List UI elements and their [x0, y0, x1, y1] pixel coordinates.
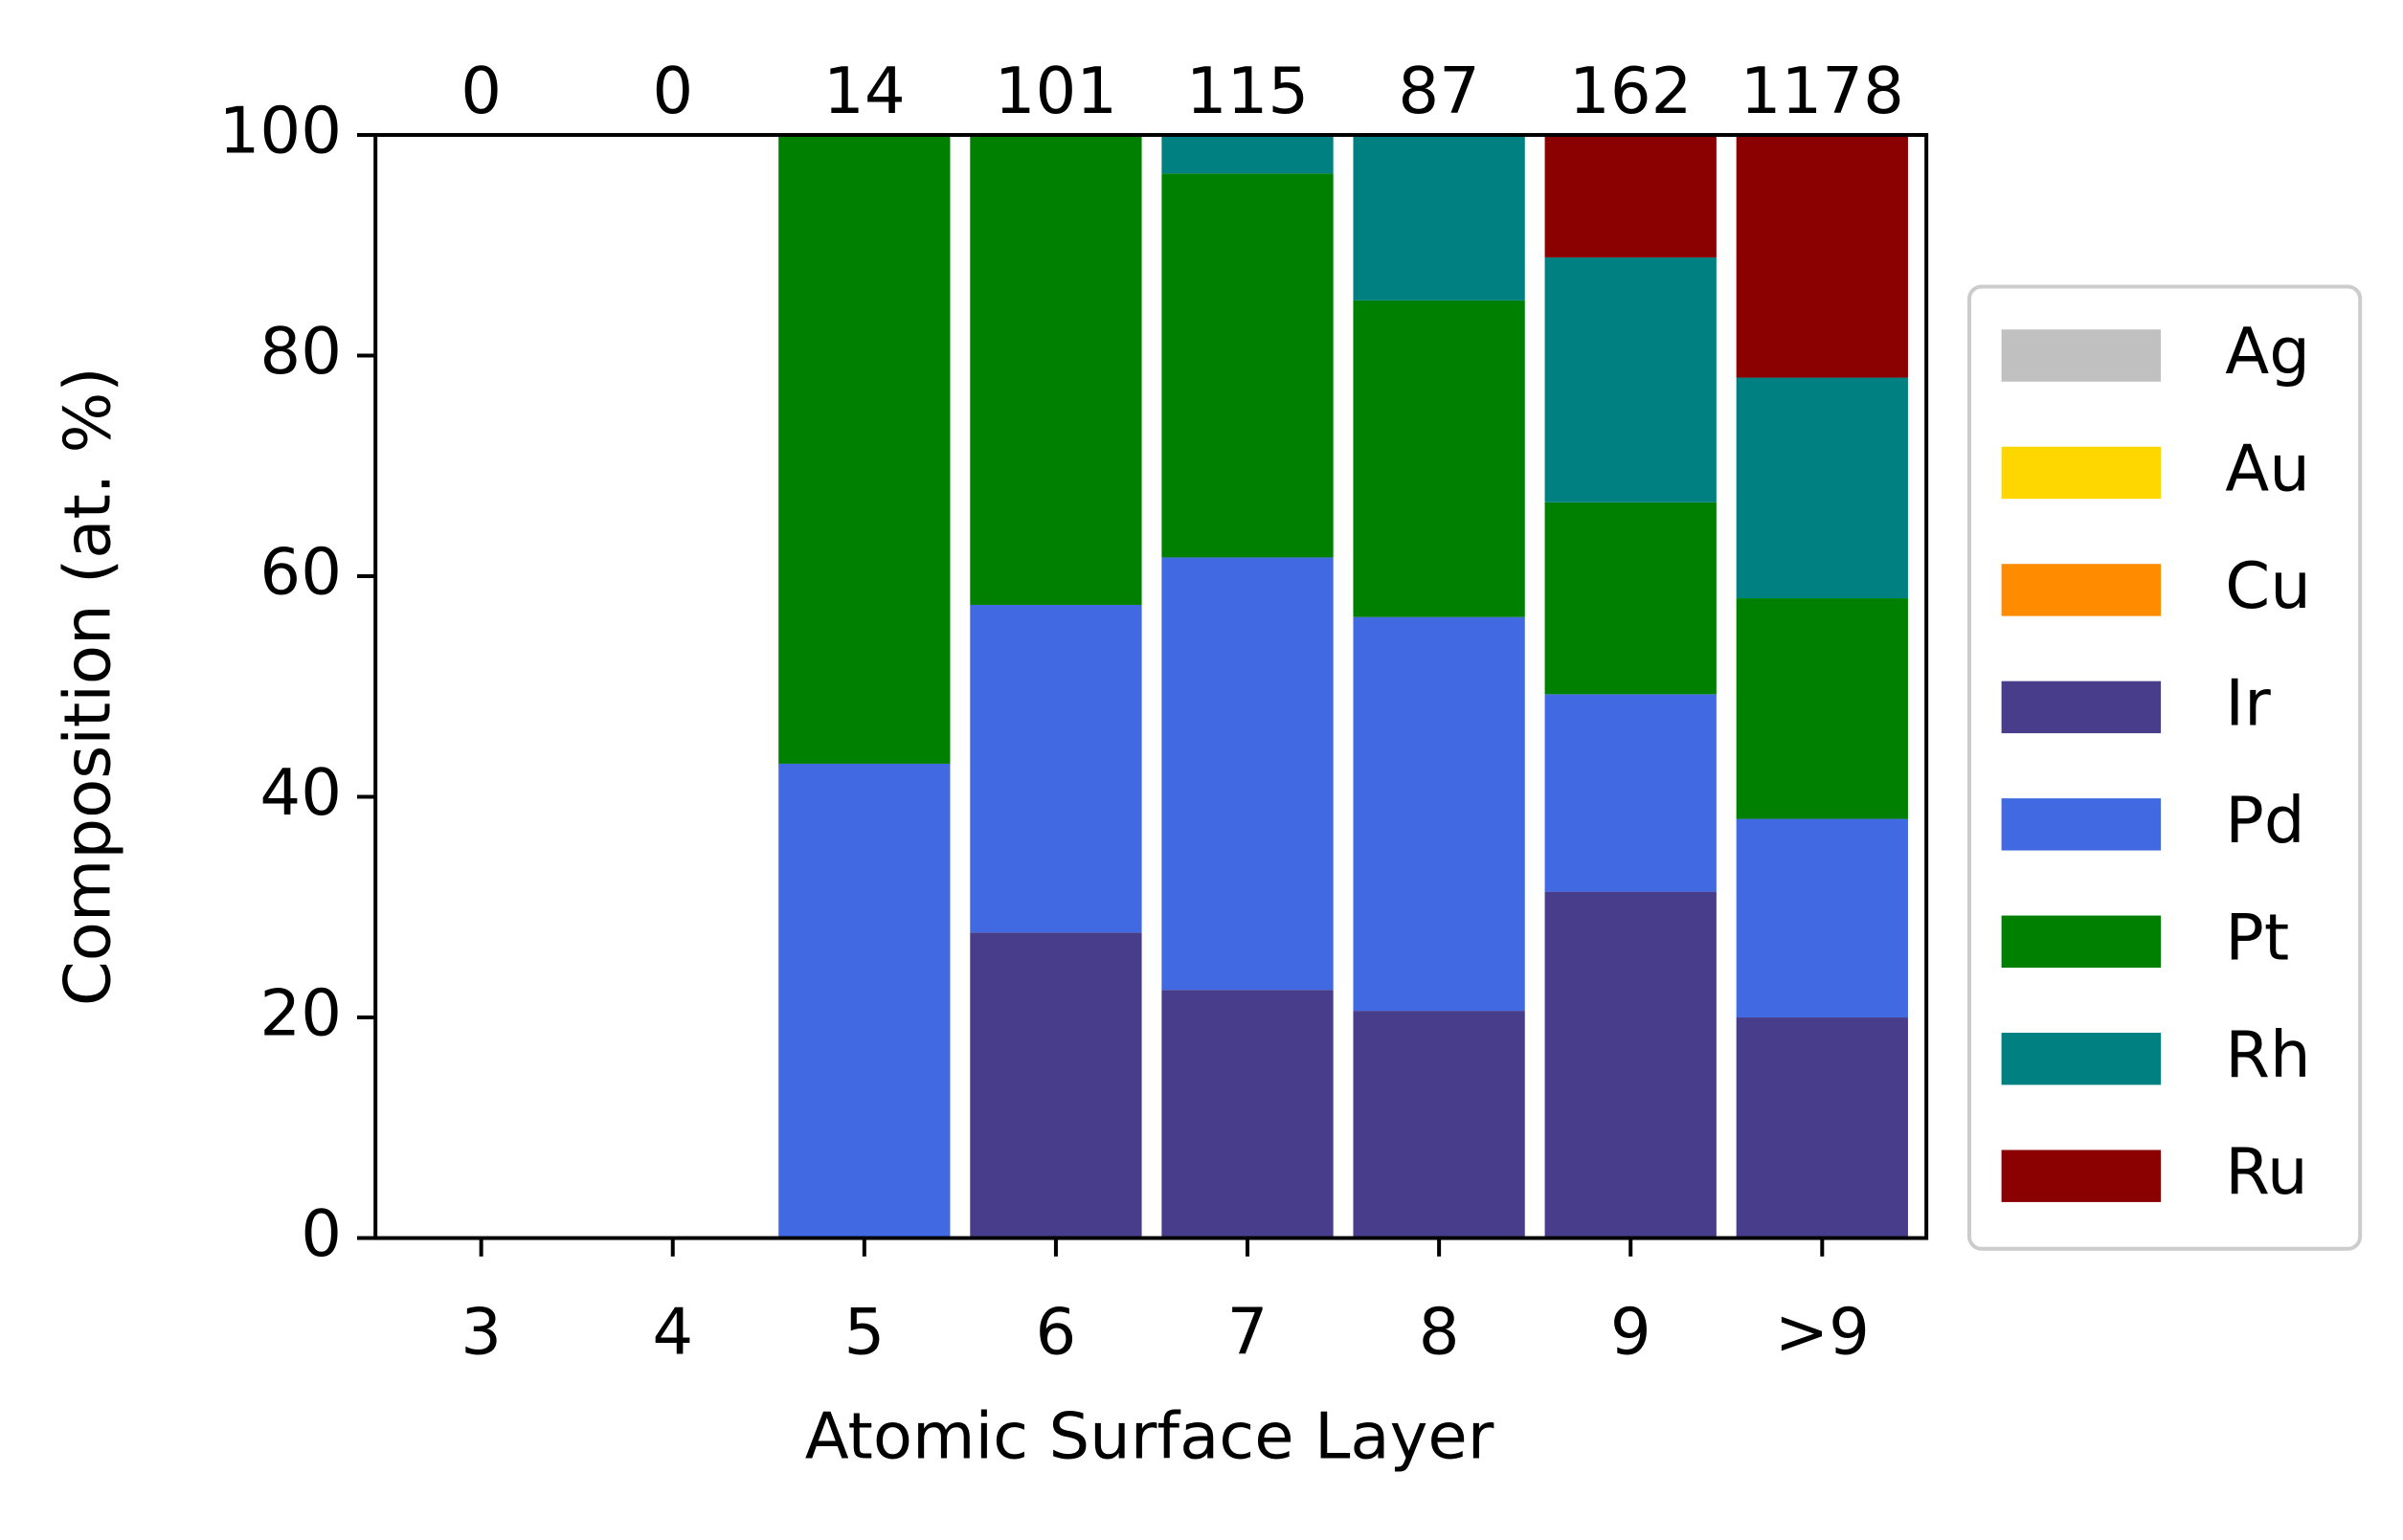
bar-segment	[1544, 257, 1717, 502]
bar-segment	[1161, 134, 1334, 174]
legend-label: Pt	[2225, 900, 2289, 974]
count-label: 14	[823, 54, 906, 128]
x-tick-label: 5	[843, 1295, 885, 1370]
bar-segment	[1353, 616, 1525, 1012]
plot-frame	[373, 132, 1929, 1240]
bar-segment	[1353, 300, 1525, 617]
y-tick-label: 60	[259, 535, 342, 610]
legend-label: Ir	[2225, 665, 2271, 740]
x-tick-label: 3	[460, 1295, 502, 1370]
x-tick-label: 4	[652, 1295, 693, 1370]
legend-label: Pd	[2225, 783, 2304, 858]
legend-swatch	[2001, 681, 2162, 734]
x-tick-label: 9	[1610, 1295, 1651, 1370]
bar-segment	[1161, 990, 1334, 1239]
count-label: 0	[460, 54, 502, 128]
bar-segment	[778, 134, 951, 764]
y-tick-label: 20	[259, 976, 342, 1051]
count-label: 115	[1186, 54, 1309, 128]
y-tick-label: 0	[301, 1196, 342, 1271]
bar-segment	[970, 932, 1142, 1239]
x-tick-label: 6	[1036, 1295, 1077, 1370]
count-label: 0	[652, 54, 693, 128]
legend-label: Au	[2225, 431, 2310, 505]
x-tick-label: >9	[1775, 1295, 1870, 1370]
x-tick-label: 7	[1227, 1295, 1269, 1370]
bar-segment	[1161, 557, 1334, 991]
bar-segment	[1161, 173, 1334, 558]
legend-label: Ag	[2225, 314, 2310, 389]
legend-swatch	[2001, 1033, 2162, 1085]
bar-segment	[1736, 598, 1908, 819]
bar-segment	[1353, 1011, 1525, 1239]
x-tick-label: 8	[1419, 1295, 1460, 1370]
bar-segment	[1544, 502, 1717, 695]
y-axis-label: Composition (at. %)	[51, 367, 125, 1006]
legend-swatch	[2001, 1149, 2162, 1202]
legend-box	[1966, 284, 2363, 1251]
legend-label: Rh	[2225, 1017, 2310, 1092]
x-axis-label: Atomic Surface Layer	[805, 1398, 1494, 1473]
bar-segment	[1736, 1017, 1908, 1239]
bar-segment	[1353, 134, 1525, 301]
y-tick-label: 80	[259, 314, 342, 389]
bar-segment	[970, 604, 1142, 933]
bar-segment	[1544, 694, 1717, 892]
bar-segment	[970, 134, 1142, 605]
count-label: 87	[1398, 54, 1480, 128]
legend-label: Cu	[2225, 548, 2311, 623]
legend-swatch	[2001, 564, 2162, 616]
bar-segment	[1736, 377, 1908, 599]
count-label: 162	[1569, 54, 1692, 128]
y-tick-label: 40	[259, 755, 342, 830]
bar-segment	[778, 763, 951, 1239]
legend-swatch	[2001, 329, 2162, 382]
bar-segment	[1736, 818, 1908, 1018]
legend-swatch	[2001, 798, 2162, 851]
count-label: 1178	[1740, 54, 1904, 128]
legend-label: Ru	[2225, 1134, 2307, 1209]
bar-segment	[1544, 891, 1717, 1239]
bar-segment	[1544, 134, 1717, 257]
legend-swatch	[2001, 915, 2162, 968]
count-label: 101	[995, 54, 1117, 128]
legend-swatch	[2001, 446, 2162, 500]
bar-segment	[1736, 134, 1908, 378]
y-tick-label: 100	[219, 94, 342, 168]
